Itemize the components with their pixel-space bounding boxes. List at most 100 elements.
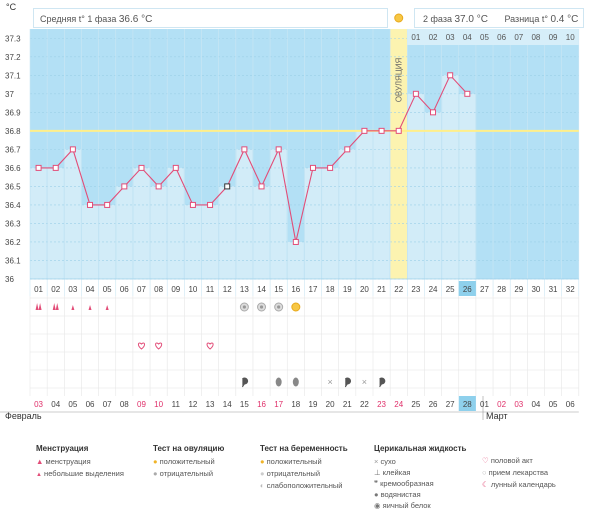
eggwhite-icon	[292, 377, 299, 387]
calendar-date: 12	[188, 400, 197, 409]
legend-cervical-title: Церикальная жидкость	[374, 444, 467, 453]
marker-grid: × × 03 04 05 06 07 08 09 10 11 12 13 14 15 16 17 18 19 20 21…	[0, 296, 580, 420]
sun-negative-icon: ●	[153, 469, 158, 478]
calendar-date: 22	[360, 400, 369, 409]
temperature-point	[87, 201, 94, 208]
eggwhite-icon	[275, 377, 282, 387]
calendar-date: 18	[291, 400, 300, 409]
temp-bar	[116, 186, 133, 279]
calendar-date: 13	[206, 400, 215, 409]
creamy-icon	[344, 377, 351, 388]
temperature-point	[104, 201, 111, 208]
pill-icon: ○	[482, 468, 487, 477]
phase2-day-label: 01	[411, 33, 420, 42]
temp-bar	[184, 204, 201, 279]
phase2-day-label: 09	[549, 33, 558, 42]
spotting-icon	[105, 305, 109, 310]
eggwhite-icon: ◉	[374, 501, 381, 510]
temp-bar	[304, 167, 322, 279]
temp-bar	[373, 130, 390, 279]
y-tick-label: 36.9	[5, 108, 21, 117]
x-tick-label: 25	[446, 285, 455, 294]
menstruation-icon	[52, 303, 59, 310]
x-tick-label: 14	[257, 285, 266, 294]
temperature-point	[121, 183, 128, 190]
calendar-date: 01	[480, 400, 489, 409]
legend-menstruation-item: ▲ менструация	[36, 457, 91, 466]
phase2-day-label: 06	[497, 33, 506, 42]
legend-menstruation-title: Менструация	[36, 444, 89, 453]
temperature-point	[378, 127, 385, 134]
menstruation-icon: ▲	[36, 457, 44, 466]
x-tick-label: 16	[291, 285, 300, 294]
x-tick-label: 31	[549, 285, 558, 294]
y-tick-label: 36.5	[5, 182, 21, 191]
temperature-point	[52, 164, 59, 171]
legend-cervical-eggwhite: ◉ яичный белок	[374, 501, 431, 510]
legend-cervical-creamy: ❞ кремообразная	[374, 479, 434, 488]
ovulation-label: ОВУЛЯЦИЯ	[395, 57, 404, 102]
sun-positive-icon: ●	[153, 457, 158, 466]
difference-label: Разница t°	[504, 14, 548, 24]
calendar-date: 05	[68, 400, 77, 409]
x-tick-label: 21	[377, 285, 386, 294]
temperature-point	[35, 164, 42, 171]
spotting-icon: ▲	[36, 472, 42, 478]
temp-bar	[150, 186, 167, 279]
phase1-info: Средняя t° 1 фаза 36.6 °C	[33, 8, 388, 28]
x-tick-label: 08	[154, 285, 163, 294]
x-tick-label: 19	[343, 285, 352, 294]
x-tick-label: 28	[497, 285, 506, 294]
x-tick-label: 24	[429, 285, 438, 294]
legend-pregnancy-positive: ● положительный	[260, 457, 322, 466]
heart-icon	[137, 342, 145, 350]
legend-pregnancy-negative: ● отрицательный	[260, 469, 321, 478]
creamy-icon: ❞	[374, 479, 379, 488]
phase2-day-label: 05	[480, 33, 489, 42]
x-tick-label: 05	[103, 285, 112, 294]
moon-icon: ☾	[482, 480, 489, 489]
month-label-march: Март	[486, 411, 508, 421]
legend-pregnancy-title: Тест на беременность	[260, 444, 348, 453]
x-tick-label: 30	[531, 285, 540, 294]
y-axis-unit-label: °C	[6, 2, 17, 12]
phase2-day-label: 04	[463, 33, 472, 42]
y-tick-label: 36.8	[5, 127, 21, 136]
y-tick-label: 37	[5, 90, 14, 99]
x-tick-label: 32	[566, 285, 575, 294]
spotting-icon	[71, 305, 75, 310]
x-tick-label: 06	[120, 285, 129, 294]
x-tick-label: 20	[360, 285, 369, 294]
month-label-february: Февраль	[5, 411, 42, 421]
legend-ovulation-negative: ● отрицательный	[153, 469, 214, 478]
legend-cervical-watery: ● водянистая	[374, 490, 421, 499]
calendar-date: 09	[137, 400, 146, 409]
phase1-label: Средняя t° 1 фаза	[40, 14, 117, 24]
x-tick-label: 07	[137, 285, 146, 294]
calendar-date: 27	[446, 400, 455, 409]
pregnancy-weak-icon: ◐	[260, 481, 265, 490]
x-tick-label: 12	[223, 285, 232, 294]
temperature-point	[361, 127, 368, 134]
current-day-highlight	[458, 281, 476, 296]
temperature-point	[275, 146, 282, 153]
difference-value: 0.4 °C	[550, 14, 579, 25]
temperature-point	[69, 146, 76, 153]
temperature-point	[258, 183, 265, 190]
phase2-header-row	[407, 29, 579, 45]
temperature-point	[447, 72, 454, 79]
calendar-date: 11	[172, 400, 181, 409]
calendar-date: 21	[343, 400, 352, 409]
phase2-value: 37.0 °C	[454, 14, 488, 25]
heart-icon: ♡	[482, 456, 489, 465]
calendar-date: 05	[549, 400, 558, 409]
calendar-date: 19	[309, 400, 318, 409]
y-tick-label: 36.4	[5, 201, 21, 210]
calendar-date: 06	[566, 400, 575, 409]
x-tick-label: 18	[326, 285, 335, 294]
legend-pregnancy-test: Тест на беременность ● положительный ● о…	[260, 444, 348, 490]
x-tick-label: 23	[411, 285, 420, 294]
y-tick-label: 36.2	[5, 238, 21, 247]
bbt-chart: 37.3 37.2 37.1 37 36.9 36.8 36.7 36.6 36.5 36.4 36…	[5, 13, 580, 296]
y-tick-label: 36	[5, 275, 14, 284]
